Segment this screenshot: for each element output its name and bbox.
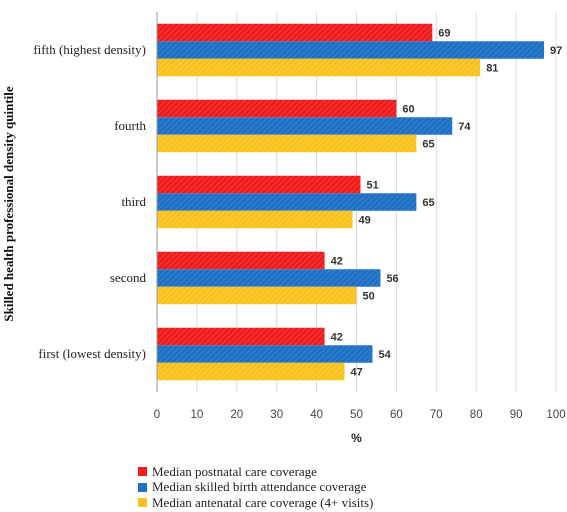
x-tick-label-3: 30	[270, 409, 283, 421]
x-tick-label-8: 80	[470, 409, 483, 421]
bar-4-2	[157, 362, 345, 381]
x-tick-labels: 0 10 20 30 40 50 60 70 80 90 100	[154, 409, 566, 421]
value-label-2-2: 49	[359, 215, 371, 227]
bar-0-1	[157, 41, 545, 59]
value-label-1-1: 74	[458, 121, 471, 133]
x-tick-label-1: 10	[191, 409, 204, 421]
bars-group	[157, 23, 545, 381]
bar-0-2	[157, 58, 481, 77]
bar-3-0	[157, 251, 325, 270]
value-label-3-2: 50	[363, 291, 375, 303]
x-axis-title: %	[351, 431, 362, 445]
value-label-0-0: 69	[438, 28, 450, 40]
category-label-2: third	[121, 194, 146, 209]
category-label-0: fifth (highest density)	[33, 42, 146, 57]
category-label-3: second	[110, 270, 147, 285]
bar-2-1	[157, 193, 417, 211]
legend-swatch-0	[138, 467, 147, 477]
bar-3-2	[157, 286, 357, 305]
x-tick-label-0: 0	[154, 409, 160, 421]
bar-3-1	[157, 269, 381, 287]
legend-item-2: Median antenatal care coverage (4+ visit…	[138, 495, 373, 511]
x-tick-label-9: 90	[510, 409, 523, 421]
bar-0-0	[157, 23, 433, 42]
x-tick-label-10: 100	[546, 409, 565, 421]
bar-1-2	[157, 134, 417, 153]
bar-4-1	[157, 345, 373, 363]
bar-2-2	[157, 210, 353, 229]
legend-label-1: Median skilled birth attendance coverage	[152, 479, 367, 495]
value-label-3-1: 56	[386, 273, 398, 285]
value-label-1-2: 65	[422, 139, 434, 151]
x-tick-label-6: 60	[390, 409, 403, 421]
legend-item-1: Median skilled birth attendance coverage	[138, 479, 373, 496]
legend-label-0: Median postnatal care coverage	[152, 463, 317, 479]
category-label-1: fourth	[114, 118, 146, 133]
value-labels: 69 97 81 60 74 65 51 65 49 42 56 50 42 54 47	[331, 28, 563, 379]
value-label-4-1: 54	[378, 349, 391, 361]
category-label-4: first (lowest density)	[38, 346, 146, 361]
value-label-4-0: 42	[331, 332, 343, 344]
x-tick-label-2: 20	[230, 409, 243, 421]
category-labels: fifth (highest density) fourth third second…	[33, 42, 146, 361]
value-label-2-1: 65	[422, 197, 434, 209]
x-tick-label-5: 50	[350, 409, 363, 421]
value-label-0-1: 97	[550, 45, 562, 57]
bar-1-1	[157, 117, 453, 135]
value-label-0-2: 81	[486, 63, 498, 75]
y-axis-title: Skilled health professional density quin…	[1, 86, 16, 321]
legend: Median postnatal care coverage Median ski…	[138, 464, 373, 511]
legend-swatch-2	[138, 498, 147, 508]
x-tick-label-4: 40	[310, 409, 323, 421]
value-label-1-0: 60	[402, 104, 414, 116]
bar-2-0	[157, 175, 361, 194]
legend-item-0: Median postnatal care coverage	[138, 464, 373, 480]
legend-swatch-1	[138, 482, 147, 492]
value-label-2-0: 51	[366, 180, 378, 192]
value-label-3-0: 42	[331, 256, 343, 268]
value-label-4-2: 47	[351, 367, 363, 379]
legend-label-2: Median antenatal care coverage (4+ visit…	[152, 494, 374, 510]
bar-1-0	[157, 99, 397, 118]
bar-4-0	[157, 327, 325, 346]
x-tick-label-7: 70	[430, 409, 443, 421]
